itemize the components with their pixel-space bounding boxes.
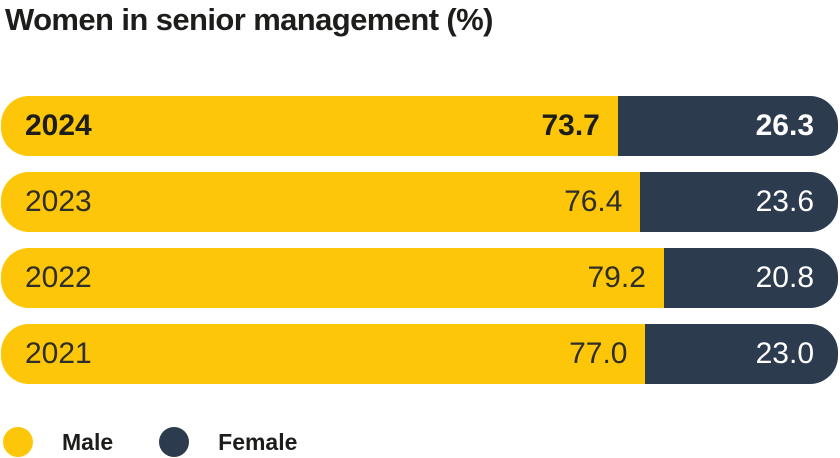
female-bar-segment: 26.3 <box>617 96 838 156</box>
year-label: 2021 <box>25 337 92 370</box>
bar-row: 2024 73.7 26.3 <box>1 96 838 156</box>
male-legend-dot-icon <box>3 427 33 457</box>
male-bar-segment: 2021 77.0 <box>1 324 646 384</box>
legend-item-male: Male <box>3 427 113 457</box>
chart-title: Women in senior management (%) <box>5 2 493 37</box>
bar-rows: 2024 73.7 26.3 2023 76.4 23.6 2022 79.2 … <box>1 96 838 384</box>
legend-label-male: Male <box>62 428 114 455</box>
legend-item-female: Female <box>159 427 297 457</box>
bar-row: 2021 77.0 23.0 <box>1 324 838 384</box>
female-value-label: 23.6 <box>755 185 814 218</box>
legend-label-female: Female <box>218 428 298 455</box>
bar-row: 2022 79.2 20.8 <box>1 248 838 308</box>
female-bar-segment: 20.8 <box>663 248 838 308</box>
male-bar-segment: 2022 79.2 <box>1 248 664 308</box>
female-value-label: 23.0 <box>755 337 814 370</box>
female-value-label: 20.8 <box>755 261 814 294</box>
year-label: 2023 <box>25 185 92 218</box>
legend: Male Female <box>3 427 297 457</box>
male-bar-segment: 2023 76.4 <box>1 172 641 232</box>
male-value-label: 73.7 <box>541 109 600 142</box>
year-label: 2022 <box>25 261 92 294</box>
female-value-label: 26.3 <box>755 109 814 142</box>
bar-row: 2023 76.4 23.6 <box>1 172 838 232</box>
male-value-label: 77.0 <box>569 337 628 370</box>
female-bar-segment: 23.6 <box>640 172 838 232</box>
female-legend-dot-icon <box>159 427 190 457</box>
year-label: 2024 <box>25 109 92 142</box>
female-bar-segment: 23.0 <box>645 324 838 384</box>
male-bar-segment: 2024 73.7 <box>1 96 618 156</box>
male-value-label: 76.4 <box>564 185 623 218</box>
male-value-label: 79.2 <box>587 261 646 294</box>
